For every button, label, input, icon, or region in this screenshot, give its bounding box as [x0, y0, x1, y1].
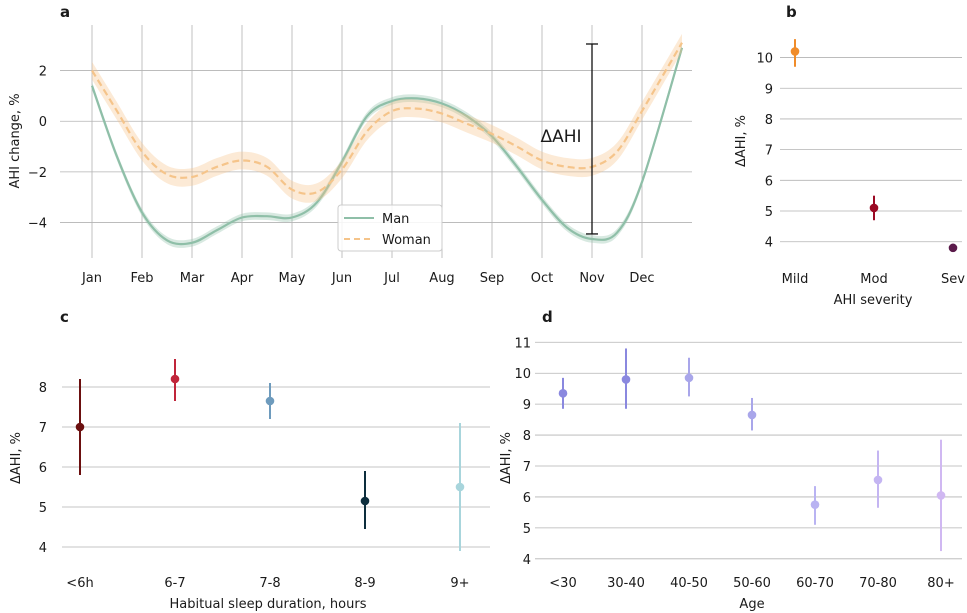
x-tick-label: 7-8	[259, 576, 280, 591]
data-point	[936, 491, 946, 500]
y-tick-label: 7	[765, 144, 773, 159]
data-point	[747, 410, 757, 420]
y-tick-label: 4	[39, 541, 47, 556]
confidence-band-man	[92, 44, 682, 248]
x-tick-label: Mod	[860, 272, 887, 287]
y-tick-label: 6	[523, 491, 531, 506]
x-axis-label: Habitual sleep duration, hours	[170, 597, 367, 612]
x-tick-label: 50-60	[733, 576, 771, 591]
y-tick-label: 5	[765, 205, 773, 220]
x-tick-label: Mar	[180, 271, 205, 286]
y-tick-label: −2	[28, 166, 47, 181]
x-tick-label: Dec	[629, 271, 654, 286]
series-line-woman	[91, 42, 683, 196]
panel-label: c	[60, 308, 69, 326]
y-tick-label: 7	[39, 421, 47, 436]
x-tick-label: 9+	[450, 576, 469, 591]
x-axis-label: AHI severity	[834, 293, 913, 308]
x-tick-label: 30-40	[607, 576, 645, 591]
y-axis-label: AHI change, %	[8, 93, 23, 188]
y-axis-label: ΔAHI, %	[734, 115, 749, 167]
y-tick-label: 8	[765, 113, 773, 128]
data-point	[75, 422, 85, 432]
y-tick-label: 7	[523, 460, 531, 475]
data-point	[948, 243, 958, 253]
panel-label: b	[786, 3, 797, 21]
panel-label: d	[542, 308, 553, 326]
y-tick-label: 5	[39, 501, 47, 516]
y-tick-label: −4	[28, 217, 47, 232]
legend-label: Man	[382, 212, 409, 227]
y-tick-label: 9	[765, 82, 773, 97]
y-tick-label: 0	[39, 115, 47, 130]
x-tick-label: Jul	[383, 271, 400, 286]
x-tick-label: Nov	[579, 271, 605, 286]
data-point	[265, 396, 275, 406]
delta-annotation: ΔAHI	[540, 127, 581, 147]
y-tick-label: 10	[514, 367, 531, 382]
x-tick-label: Jan	[81, 271, 102, 286]
confidence-band-woman	[92, 33, 682, 203]
y-tick-label: 6	[39, 461, 47, 476]
y-tick-label: 8	[39, 381, 47, 396]
y-axis-label: ΔAHI, %	[9, 432, 24, 484]
y-tick-label: 5	[523, 522, 531, 537]
data-point	[684, 373, 694, 383]
x-tick-label: 70-80	[859, 576, 897, 591]
y-tick-label: 11	[514, 336, 531, 351]
y-tick-label: 4	[765, 236, 773, 251]
x-tick-label: 40-50	[670, 576, 708, 591]
data-point	[810, 500, 820, 509]
y-tick-label: 6	[765, 174, 773, 189]
x-axis-label: Age	[739, 597, 764, 612]
x-tick-label: <30	[549, 576, 576, 591]
x-tick-label: 8-9	[354, 576, 375, 591]
x-tick-label: 60-70	[796, 576, 834, 591]
data-point	[790, 47, 800, 56]
x-tick-label: Oct	[531, 271, 553, 286]
x-tick-label: Jun	[331, 271, 352, 286]
x-tick-label: 80+	[927, 576, 954, 591]
panel-label: a	[60, 3, 70, 21]
data-point	[869, 203, 879, 213]
y-tick-label: 8	[523, 429, 531, 444]
data-point	[873, 475, 883, 485]
x-tick-label: Mild	[782, 272, 809, 287]
y-tick-label: 9	[523, 398, 531, 413]
x-tick-label: Feb	[130, 271, 153, 286]
data-point	[170, 374, 180, 384]
data-point	[558, 389, 568, 398]
x-tick-label: Apr	[231, 271, 254, 286]
legend-label: Woman	[382, 233, 431, 248]
x-tick-label: Sep	[480, 271, 505, 286]
y-axis-label: ΔAHI, %	[499, 432, 514, 484]
y-tick-label: 10	[756, 52, 773, 67]
y-tick-label: 4	[523, 553, 531, 568]
x-tick-label: Sev	[941, 272, 965, 287]
data-point	[455, 482, 465, 492]
y-tick-label: 2	[39, 65, 47, 80]
x-tick-label: May	[279, 271, 306, 286]
data-point	[360, 496, 370, 506]
x-tick-label: <6h	[66, 576, 93, 591]
x-tick-label: 6-7	[164, 576, 185, 591]
x-tick-label: Aug	[429, 271, 454, 286]
data-point	[621, 375, 631, 384]
series-line-man	[90, 47, 684, 246]
